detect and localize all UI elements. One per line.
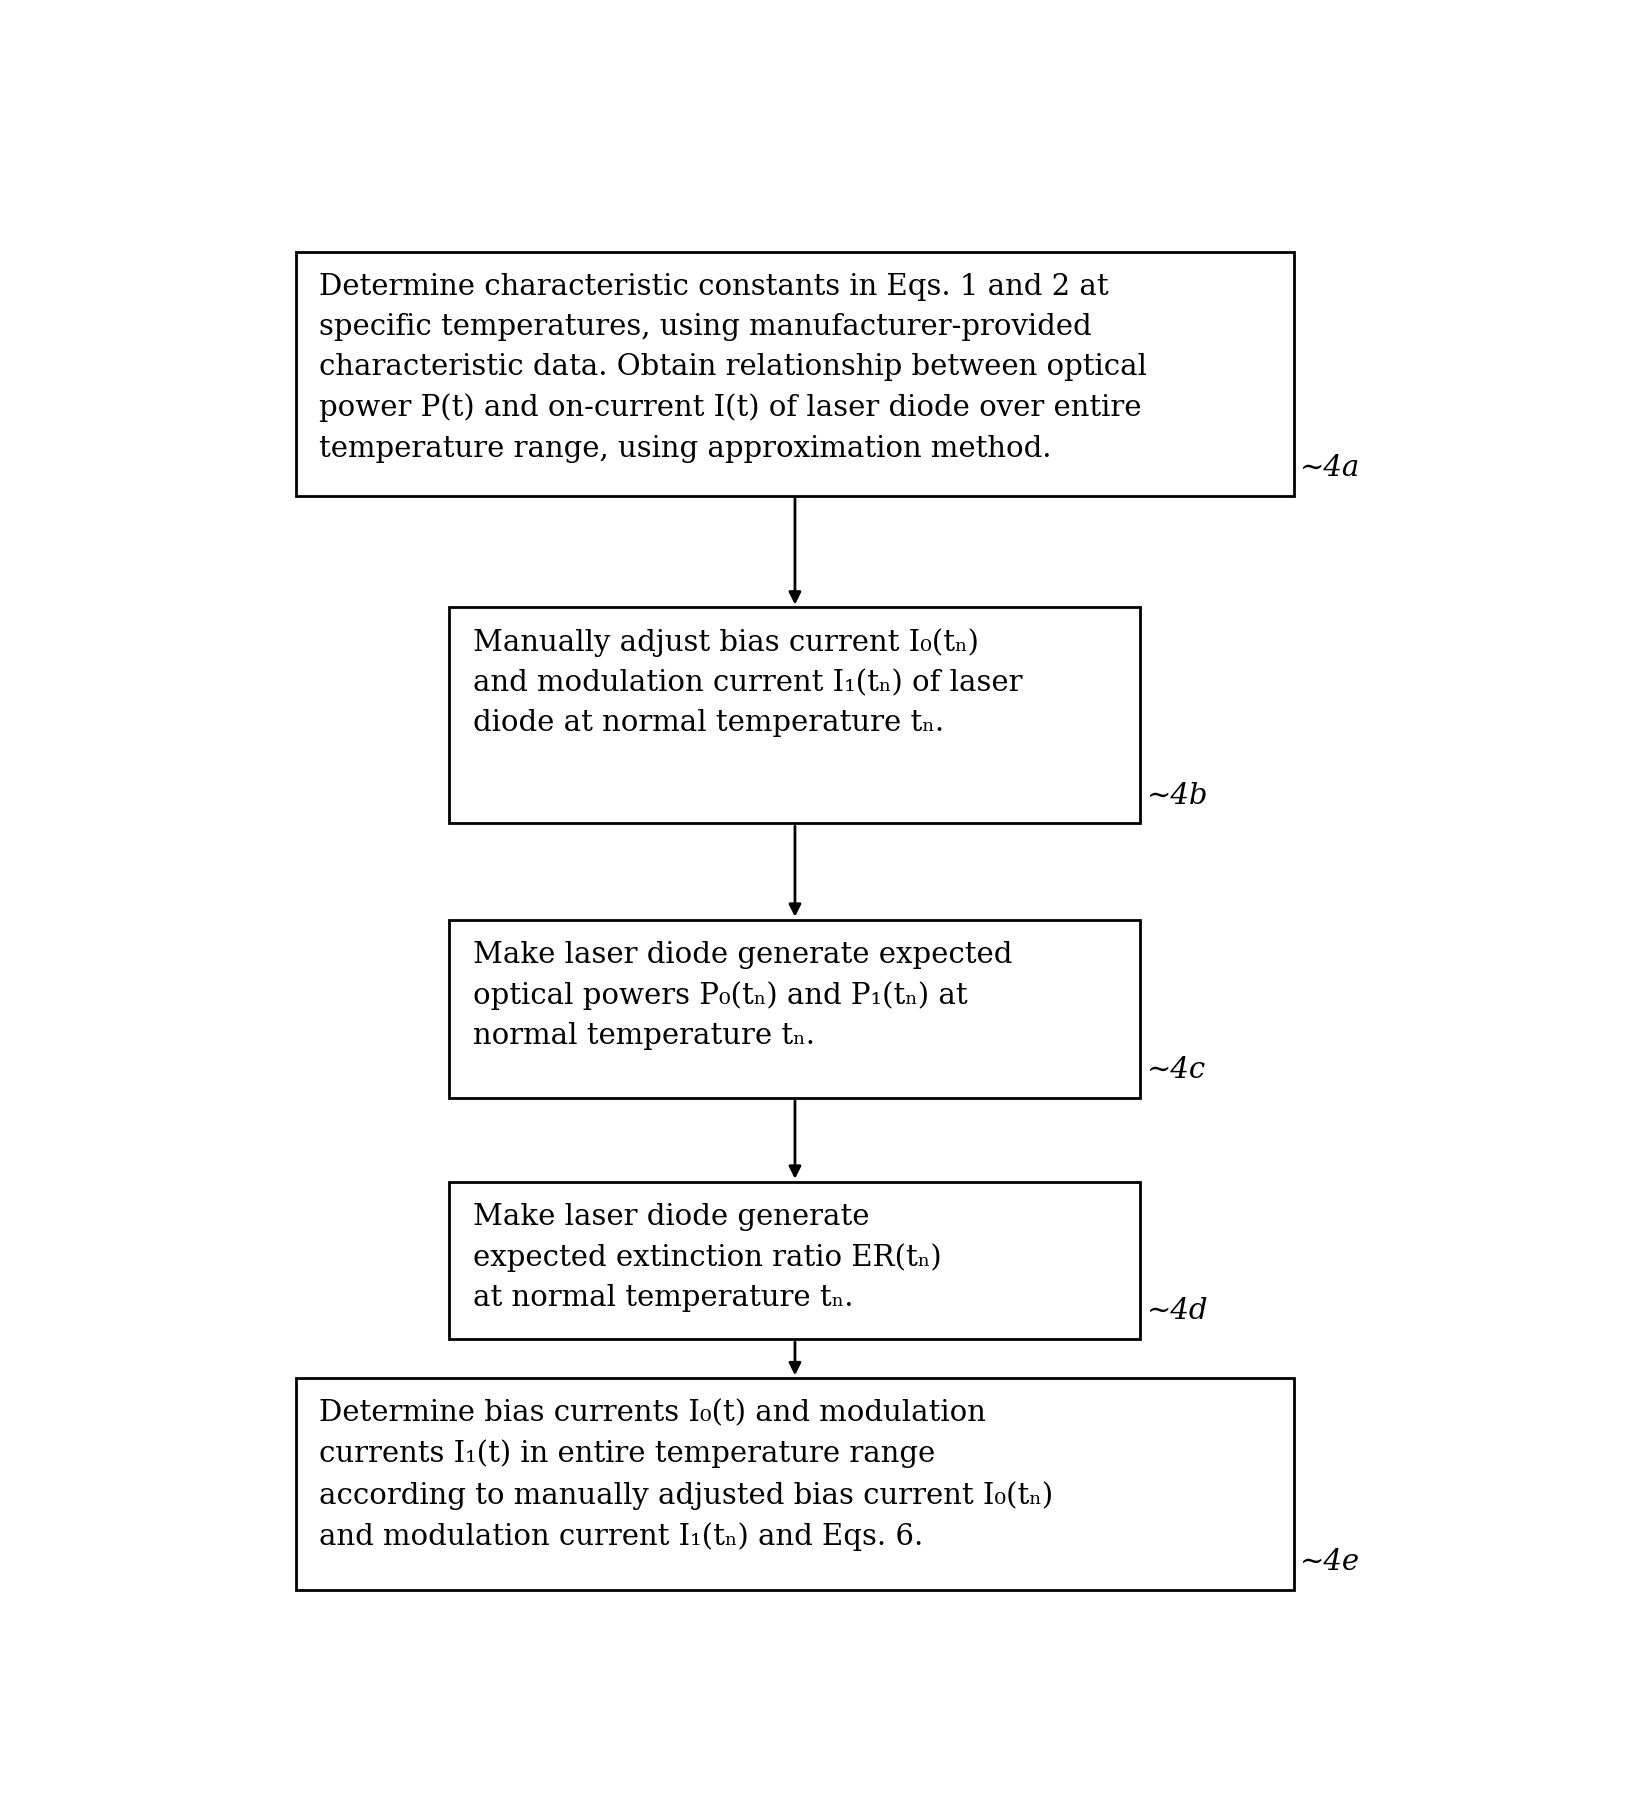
Bar [449, 919, 1141, 1099]
Bar [449, 608, 1141, 824]
Text: ∼4a: ∼4a [1301, 454, 1360, 481]
Text: ∼4e: ∼4e [1301, 1548, 1360, 1577]
Text: ∼4c: ∼4c [1147, 1055, 1207, 1084]
Text: Manually adjust bias current I₀(tₙ)
and modulation current I₁(tₙ) of laser
diode: Manually adjust bias current I₀(tₙ) and … [472, 628, 1022, 737]
Text: Make laser diode generate
expected extinction ratio ER(tₙ)
at normal temperature: Make laser diode generate expected extin… [472, 1202, 941, 1312]
Text: Determine characteristic constants in Eqs. 1 and 2 at
specific temperatures, usi: Determine characteristic constants in Eq… [319, 273, 1147, 463]
Text: Make laser diode generate expected
optical powers P₀(tₙ) and P₁(tₙ) at
normal te: Make laser diode generate expected optic… [472, 941, 1012, 1050]
Bar [296, 252, 1294, 496]
Text: Determine bias currents I₀(t) and modulation
currents I₁(t) in entire temperatur: Determine bias currents I₀(t) and modula… [319, 1399, 1053, 1551]
Text: ∼4b: ∼4b [1147, 782, 1209, 809]
Text: ∼4d: ∼4d [1147, 1298, 1209, 1325]
Bar [449, 1182, 1141, 1339]
Bar [296, 1377, 1294, 1589]
